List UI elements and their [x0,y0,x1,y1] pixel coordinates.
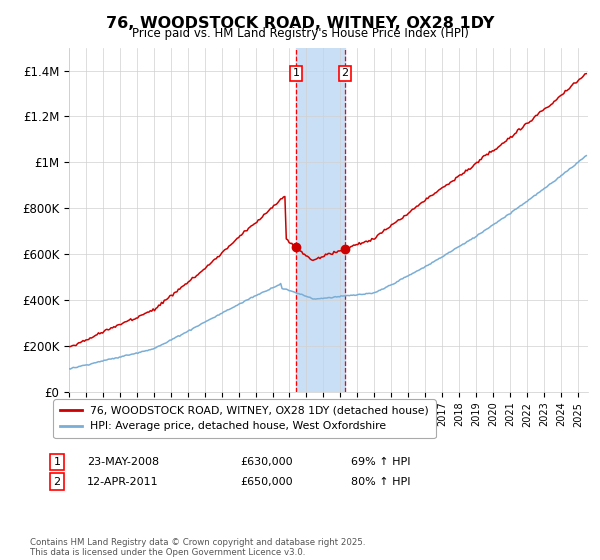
Text: Contains HM Land Registry data © Crown copyright and database right 2025.
This d: Contains HM Land Registry data © Crown c… [30,538,365,557]
Text: Price paid vs. HM Land Registry's House Price Index (HPI): Price paid vs. HM Land Registry's House … [131,27,469,40]
Text: 80% ↑ HPI: 80% ↑ HPI [351,477,410,487]
Text: 12-APR-2011: 12-APR-2011 [87,477,158,487]
Text: 76, WOODSTOCK ROAD, WITNEY, OX28 1DY: 76, WOODSTOCK ROAD, WITNEY, OX28 1DY [106,16,494,31]
Text: 23-MAY-2008: 23-MAY-2008 [87,457,159,467]
Legend: 76, WOODSTOCK ROAD, WITNEY, OX28 1DY (detached house), HPI: Average price, detac: 76, WOODSTOCK ROAD, WITNEY, OX28 1DY (de… [53,399,436,438]
Bar [296,48,345,392]
Text: 69% ↑ HPI: 69% ↑ HPI [351,457,410,467]
Text: 2: 2 [341,68,349,78]
Text: 1: 1 [53,457,61,467]
Text: £630,000: £630,000 [240,457,293,467]
Text: 1: 1 [292,68,299,78]
Text: £650,000: £650,000 [240,477,293,487]
Text: 2: 2 [53,477,61,487]
